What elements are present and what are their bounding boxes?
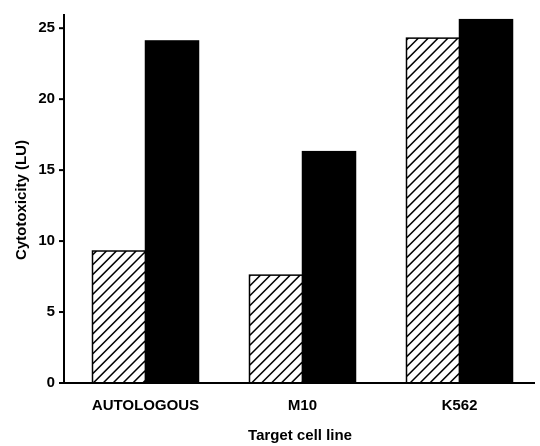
bar [248, 274, 304, 384]
bar [405, 37, 461, 384]
y-tick-label: 25 [38, 19, 55, 36]
y-axis-label: Cytotoxicity (LU) [13, 140, 30, 260]
x-tick-label: K562 [442, 397, 478, 414]
bar [91, 250, 147, 384]
x-tick-label: M10 [288, 397, 317, 414]
x-axis-label: Target cell line [248, 427, 352, 444]
y-tick-label: 10 [38, 232, 55, 249]
x-tick-label: AUTOLOGOUS [92, 397, 199, 414]
bar [144, 40, 200, 384]
bar [458, 18, 514, 384]
y-tick-label: 15 [38, 161, 55, 178]
bar [301, 150, 357, 384]
y-tick-label: 20 [38, 90, 55, 107]
y-tick-label: 5 [47, 303, 55, 320]
y-tick-label: 0 [47, 374, 55, 391]
